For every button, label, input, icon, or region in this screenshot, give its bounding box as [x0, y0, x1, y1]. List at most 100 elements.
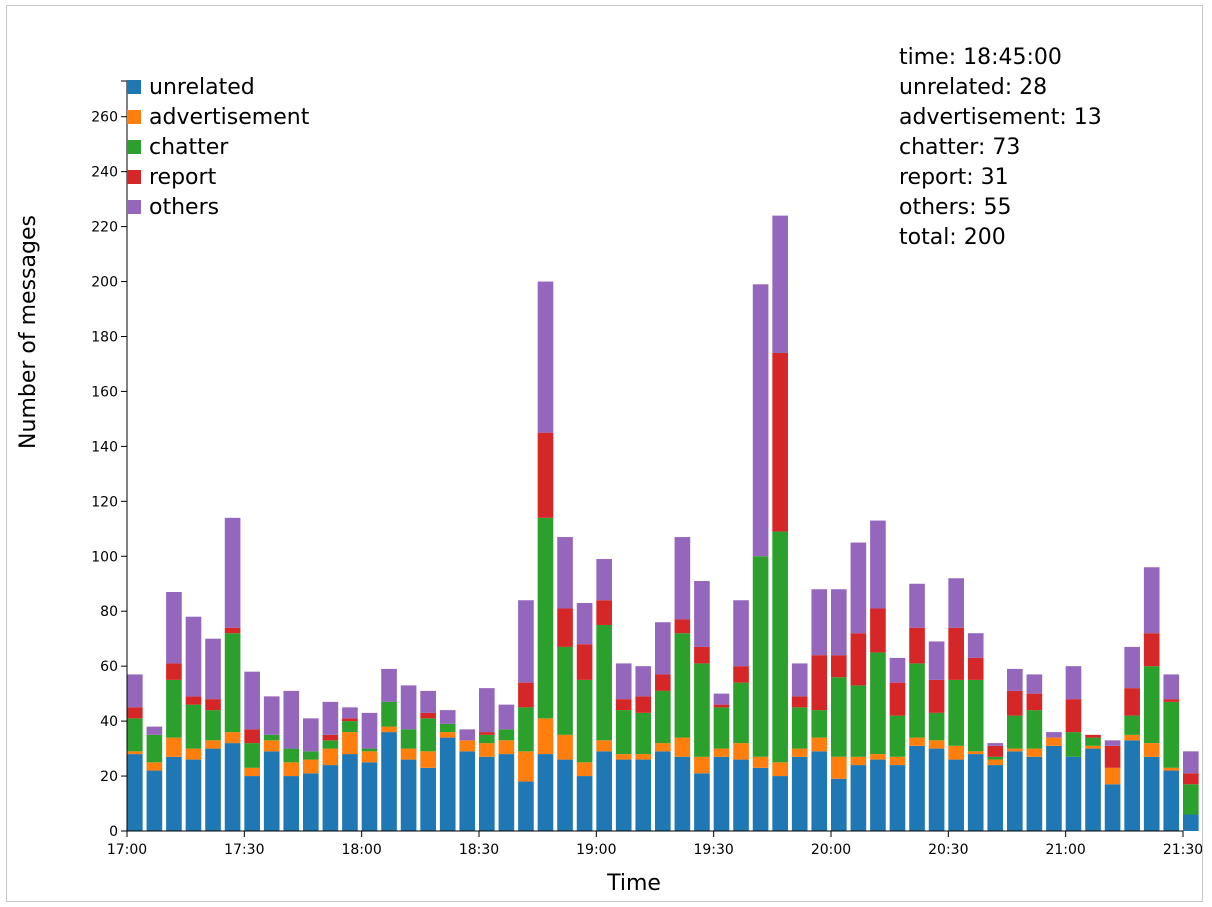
bar-chatter-17:45[interactable]: [303, 751, 319, 760]
bar-unrelated-21:25[interactable]: [1163, 770, 1180, 831]
bar-others-17:30[interactable]: [244, 671, 260, 730]
bar-advertisement-20:55[interactable]: [1046, 737, 1062, 746]
bar-unrelated-19:10[interactable]: [635, 759, 652, 831]
legend-item-unrelated[interactable]: unrelated: [127, 75, 255, 100]
bar-report-17:30[interactable]: [244, 729, 260, 744]
bar-advertisement-18:20[interactable]: [439, 732, 456, 738]
bar-advertisement-20:50[interactable]: [1026, 748, 1043, 757]
bar-chatter-18:10[interactable]: [400, 729, 417, 749]
bar-unrelated-21:20[interactable]: [1143, 756, 1160, 831]
bar-advertisement-19:50[interactable]: [791, 748, 808, 757]
bar-others-17:55[interactable]: [342, 707, 358, 719]
bar-others-19:25[interactable]: [694, 581, 710, 647]
bar-report-20:20[interactable]: [909, 627, 925, 664]
bar-advertisement-20:10[interactable]: [870, 754, 886, 760]
bar-unrelated-19:15[interactable]: [655, 751, 671, 831]
bar-others-18:00[interactable]: [361, 712, 378, 749]
bar-unrelated-17:45[interactable]: [303, 773, 319, 831]
bar-report-18:50[interactable]: [557, 608, 573, 647]
bar-advertisement-17:20[interactable]: [205, 740, 221, 749]
bar-advertisement-19:40[interactable]: [752, 756, 769, 768]
bar-advertisement-21:20[interactable]: [1143, 743, 1160, 757]
bar-unrelated-18:05[interactable]: [381, 732, 397, 831]
bar-advertisement-18:30[interactable]: [479, 743, 495, 757]
bar-chatter-18:55[interactable]: [576, 679, 593, 763]
bar-chatter-17:55[interactable]: [342, 721, 358, 733]
bar-advertisement-18:25[interactable]: [459, 740, 476, 752]
bar-others-20:45[interactable]: [1007, 668, 1023, 691]
bar-report-20:15[interactable]: [889, 682, 906, 716]
bar-unrelated-17:15[interactable]: [185, 759, 202, 831]
bar-chatter-18:20[interactable]: [439, 723, 456, 733]
bar-report-19:55[interactable]: [811, 655, 828, 711]
bar-advertisement-19:35[interactable]: [733, 743, 749, 760]
bar-advertisement-19:30[interactable]: [713, 748, 730, 757]
bar-chatter-20:30[interactable]: [948, 679, 964, 746]
bar-report-21:05[interactable]: [1085, 734, 1101, 738]
bar-chatter-21:30[interactable]: [1183, 784, 1199, 815]
bar-chatter-18:50[interactable]: [557, 646, 573, 735]
bar-report-17:20[interactable]: [205, 699, 221, 711]
bar-others-20:20[interactable]: [909, 583, 925, 628]
bar-others-18:50[interactable]: [557, 537, 573, 609]
bar-others-18:05[interactable]: [381, 668, 397, 702]
bar-unrelated-17:25[interactable]: [224, 743, 241, 831]
bar-chatter-20:20[interactable]: [909, 663, 925, 738]
bar-report-20:10[interactable]: [870, 608, 886, 653]
bar-unrelated-18:20[interactable]: [439, 737, 456, 831]
bar-others-21:20[interactable]: [1143, 567, 1160, 634]
bar-chatter-17:10[interactable]: [166, 679, 182, 738]
bar-others-19:55[interactable]: [811, 589, 828, 656]
bar-advertisement-18:40[interactable]: [518, 751, 534, 782]
bar-others-19:10[interactable]: [635, 666, 652, 697]
bar-advertisement-18:45[interactable]: [537, 718, 554, 755]
bar-chatter-17:15[interactable]: [185, 704, 202, 749]
bar-chatter-17:50[interactable]: [322, 740, 339, 749]
bar-others-17:35[interactable]: [263, 696, 280, 735]
bar-advertisement-20:35[interactable]: [967, 751, 984, 755]
bar-unrelated-19:05[interactable]: [615, 759, 632, 831]
bar-others-19:00[interactable]: [596, 559, 612, 601]
bar-chatter-19:20[interactable]: [674, 633, 691, 738]
bar-others-19:35[interactable]: [733, 600, 749, 667]
bar-report-19:10[interactable]: [635, 696, 652, 713]
bar-report-19:05[interactable]: [615, 699, 632, 711]
bar-advertisement-18:15[interactable]: [420, 751, 436, 768]
bar-report-19:45[interactable]: [772, 352, 788, 532]
bar-others-18:40[interactable]: [518, 600, 534, 683]
bar-chatter-21:20[interactable]: [1143, 666, 1160, 744]
bar-report-19:20[interactable]: [674, 619, 691, 634]
legend-item-advertisement[interactable]: advertisement: [127, 105, 310, 130]
bar-unrelated-20:50[interactable]: [1026, 756, 1043, 831]
bar-report-21:10[interactable]: [1104, 745, 1121, 768]
bar-advertisement-17:35[interactable]: [263, 740, 280, 752]
bar-report-20:00[interactable]: [831, 655, 847, 678]
bar-report-17:15[interactable]: [185, 696, 202, 705]
bar-others-19:20[interactable]: [674, 537, 691, 620]
bar-unrelated-20:55[interactable]: [1046, 745, 1062, 831]
bar-others-20:15[interactable]: [889, 657, 906, 683]
bar-chatter-19:50[interactable]: [791, 707, 808, 749]
bar-unrelated-20:20[interactable]: [909, 745, 925, 831]
bar-others-21:25[interactable]: [1163, 674, 1180, 700]
bar-chatter-19:05[interactable]: [615, 710, 632, 755]
bar-chatter-18:40[interactable]: [518, 707, 534, 752]
bar-unrelated-20:35[interactable]: [967, 754, 984, 831]
bar-unrelated-19:40[interactable]: [752, 767, 769, 831]
bar-chatter-17:05[interactable]: [146, 734, 163, 763]
bar-unrelated-21:05[interactable]: [1085, 748, 1101, 831]
bar-report-17:55[interactable]: [342, 718, 358, 722]
bar-unrelated-17:10[interactable]: [166, 756, 182, 831]
bar-advertisement-17:50[interactable]: [322, 748, 339, 766]
bar-unrelated-19:45[interactable]: [772, 776, 788, 831]
bar-unrelated-20:40[interactable]: [987, 765, 1004, 831]
bar-unrelated-20:25[interactable]: [928, 748, 945, 831]
bar-advertisement-19:45[interactable]: [772, 762, 788, 777]
bar-chatter-18:35[interactable]: [498, 729, 515, 741]
bar-advertisement-17:10[interactable]: [166, 737, 182, 757]
bar-others-18:30[interactable]: [479, 688, 495, 733]
bar-advertisement-20:05[interactable]: [850, 756, 867, 766]
bar-chatter-19:35[interactable]: [733, 682, 749, 744]
bar-report-20:45[interactable]: [1007, 690, 1023, 716]
bar-advertisement-19:05[interactable]: [615, 754, 632, 760]
